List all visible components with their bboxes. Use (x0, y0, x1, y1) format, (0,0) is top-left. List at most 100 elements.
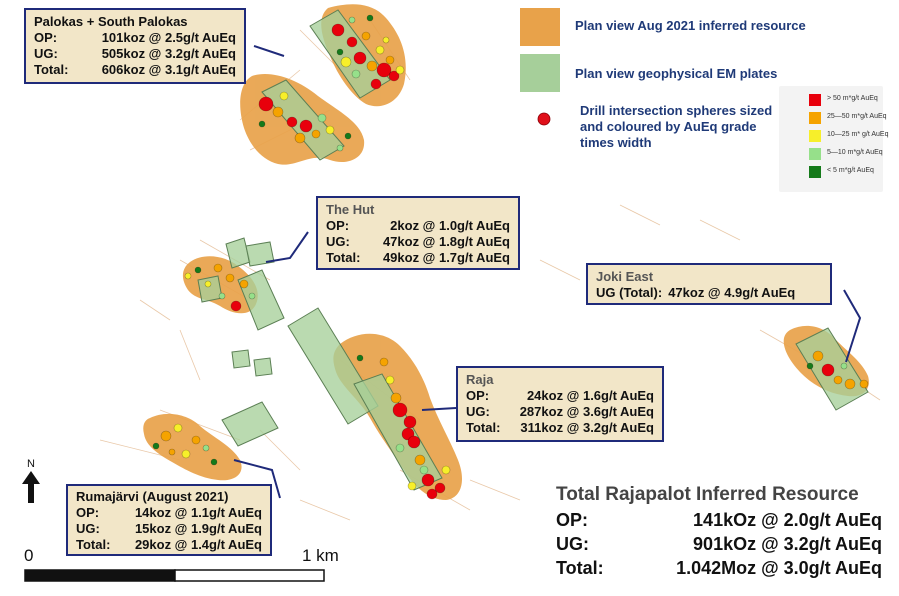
info-row: OP: 101koz @ 2.5g/t AuEq (34, 30, 236, 46)
legend-drill-sphere (537, 112, 551, 126)
drill-sphere (395, 65, 405, 75)
grade-swatch (809, 94, 821, 106)
scale-end-label: 1 km (302, 546, 339, 565)
em-plate-small-2 (253, 357, 273, 377)
grade-legend: > 50 m*g/t AuEq 25—50 m*g/t AuEq 10—25 m… (779, 86, 888, 192)
drill-sphere (286, 116, 298, 128)
drill-sphere (311, 129, 321, 139)
drill-sphere (340, 56, 352, 68)
row-label: OP: (326, 218, 350, 233)
palokas-callout (253, 45, 285, 57)
row-label: Total: (466, 420, 501, 435)
raja-title: Raja (466, 372, 494, 387)
row-label: Total: (34, 62, 69, 77)
total-row: UG: 901kOz @ 3.2g/t AuEq (556, 532, 882, 556)
palokas-title: Palokas + South Palokas (34, 14, 188, 29)
drill-sphere (230, 300, 242, 312)
grade-swatch (809, 148, 821, 160)
drill-sphere (366, 60, 378, 72)
drill-sphere (336, 48, 344, 56)
info-row: UG: 15koz @ 1.9g/t AuEq (76, 521, 262, 537)
drill-sphere (419, 465, 429, 475)
joki-title: Joki East (596, 269, 654, 284)
info-row: OP: 24koz @ 1.6g/t AuEq (466, 388, 654, 404)
grade-label: > 50 m*g/t AuEq (827, 95, 878, 102)
row-value: 15koz @ 1.9g/t AuEq (134, 521, 262, 536)
row-value: 14koz @ 1.1g/t AuEq (134, 505, 262, 520)
drill-sphere (184, 272, 192, 280)
scale-start-label: 0 (24, 546, 34, 565)
total-resource-summary: Total Rajapalot Inferred Resource OP: 141… (556, 484, 882, 580)
drill-sphere (379, 357, 389, 367)
info-row: Total: 606koz @ 3.1g/t AuEq (34, 62, 236, 78)
grade-label: < 5 m*g/t AuEq (827, 167, 874, 174)
row-label: Total: (326, 250, 361, 265)
drill-sphere (421, 473, 435, 487)
row-value: 47koz @ 4.9g/t AuEq (668, 285, 796, 300)
info-row: UG: 505koz @ 3.2g/t AuEq (34, 46, 236, 62)
row-label: UG (Total): (596, 285, 663, 300)
drill-sphere (353, 51, 367, 65)
drill-sphere (331, 23, 345, 37)
drill-sphere (160, 430, 172, 442)
legend-em-label: Plan view geophysical EM plates (575, 66, 778, 81)
drill-sphere (213, 263, 223, 273)
row-label: UG: (556, 534, 589, 554)
row-label: OP: (34, 30, 58, 45)
joki-callout (843, 289, 862, 363)
grade-label: 5—10 m*g/t AuEq (827, 149, 883, 156)
row-label: OP: (466, 388, 490, 403)
drill-sphere (210, 458, 218, 466)
raja-callout (421, 407, 457, 411)
total-title: Total Rajapalot Inferred Resource (556, 484, 859, 505)
em-plate-ruma (221, 401, 279, 447)
scale-bar (24, 569, 325, 582)
ruma-title: Rumajärvi (August 2021) (76, 489, 229, 504)
drill-sphere (191, 435, 201, 445)
palokas-info-box: Palokas + South Palokas OP: 101koz @ 2.5g… (24, 8, 246, 84)
row-value: 47koz @ 1.8g/t AuEq (382, 234, 510, 249)
row-value: 287koz @ 3.6g/t AuEq (519, 404, 654, 419)
info-row: OP: 2koz @ 1.0g/t AuEq (326, 218, 510, 234)
row-label: OP: (556, 510, 589, 530)
drill-sphere (385, 55, 395, 65)
drill-sphere (844, 378, 856, 390)
hut-title: The Hut (326, 202, 375, 217)
drill-sphere (366, 14, 374, 22)
drill-sphere (395, 443, 405, 453)
grade-swatch (809, 130, 821, 142)
hut-info-box: The Hut OP: 2koz @ 1.0g/t AuEq UG: 47koz @… (316, 196, 520, 270)
drill-sphere (385, 375, 395, 385)
row-value: 29koz @ 1.4g/t AuEq (134, 537, 262, 552)
drill-sphere (239, 279, 249, 289)
drill-sphere (346, 36, 358, 48)
north-label: N (27, 458, 35, 470)
joki-info-box: Joki East UG (Total): 47koz @ 4.9g/t AuEq (586, 263, 832, 305)
drill-sphere (370, 78, 382, 90)
drill-sphere (194, 266, 202, 274)
drill-sphere (344, 132, 352, 140)
row-label: UG: (34, 46, 58, 61)
info-row: Total: 311koz @ 3.2g/t AuEq (466, 420, 654, 436)
drill-sphere (348, 16, 356, 24)
info-row: Total: 49koz @ 1.7g/t AuEq (326, 250, 510, 266)
em-plate-hut-2 (245, 241, 275, 267)
drill-sphere (272, 106, 284, 118)
drill-sphere (806, 362, 814, 370)
drill-sphere (441, 465, 451, 475)
drill-sphere (376, 62, 392, 78)
legend-drill-label: Drill intersection spheres sized and col… (580, 103, 773, 150)
drill-spheres (152, 14, 869, 500)
drill-sphere (414, 454, 426, 466)
hut-resource (182, 256, 258, 314)
drill-sphere (833, 375, 843, 385)
row-value: 101koz @ 2.5g/t AuEq (101, 30, 236, 45)
em-plate-palokas (309, 9, 391, 99)
drill-sphere (382, 36, 390, 44)
drill-sphere (403, 415, 417, 429)
legend-graphics (537, 112, 551, 126)
drill-sphere (407, 435, 421, 449)
grade-swatch (809, 166, 821, 178)
info-row: UG: 287koz @ 3.6g/t AuEq (466, 404, 654, 420)
legend-em-swatch (520, 54, 560, 92)
